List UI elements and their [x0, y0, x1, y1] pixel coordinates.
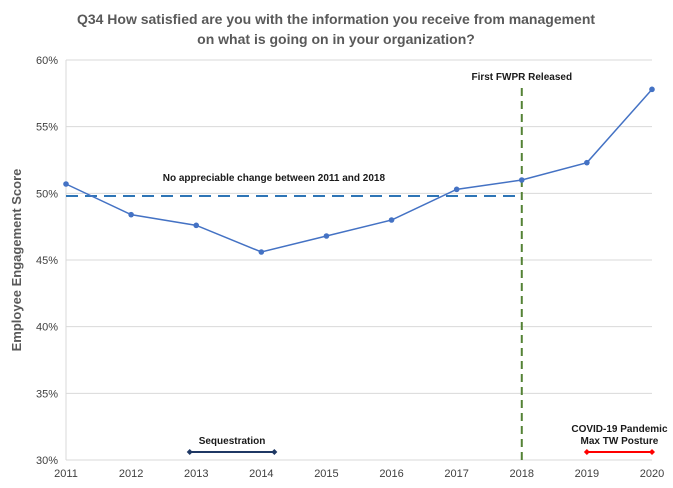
vertical-marker-group: First FWPR Released — [471, 72, 572, 460]
y-tick-label: 30% — [36, 455, 58, 467]
x-tick-label: 2013 — [184, 468, 208, 480]
y-tick-label: 45% — [36, 255, 58, 267]
x-tick-label: 2014 — [249, 468, 273, 480]
y-axis-ticks: 30% 35% 40% 45% 50% 55% 60% — [36, 55, 58, 467]
x-axis-ticks: 2011 2012 2013 2014 2015 2016 2017 2018 2019 2020 — [54, 468, 664, 480]
y-tick-label: 35% — [36, 388, 58, 400]
y-tick-label: 40% — [36, 322, 58, 334]
data-point — [518, 177, 525, 183]
reference-line-label: No appreciable change between 2011 and 2… — [163, 173, 386, 184]
period-bar-end — [649, 449, 655, 455]
period-bar-end — [271, 449, 278, 455]
period-bar-end — [186, 449, 193, 455]
x-tick-label: 2020 — [640, 468, 664, 480]
period-bar-end — [583, 449, 590, 455]
series-line — [65, 88, 653, 253]
x-tick-label: 2018 — [510, 468, 534, 480]
x-tick-label: 2017 — [444, 468, 468, 480]
chart-title-line-1: Q34 How satisfied are you with the infor… — [77, 11, 595, 27]
series-group — [63, 86, 655, 255]
y-axis-label: Employee Engagement Score — [9, 169, 24, 352]
chart-title-line-2: on what is going on in your organization… — [197, 31, 475, 47]
x-tick-label: 2019 — [575, 468, 599, 480]
data-point — [649, 86, 655, 93]
reference-line-group: No appreciable change between 2011 and 2… — [66, 173, 522, 197]
x-tick-label: 2011 — [54, 468, 78, 480]
y-tick-label: 60% — [36, 55, 58, 67]
y-tick-label: 55% — [36, 122, 58, 134]
x-tick-label: 2015 — [314, 468, 338, 480]
data-point — [388, 217, 395, 223]
x-tick-label: 2012 — [119, 468, 143, 480]
data-point — [193, 222, 200, 229]
data-point — [128, 211, 134, 218]
y-tick-label: 50% — [36, 188, 58, 200]
period-label: COVID-19 Pandemic — [571, 424, 668, 435]
vertical-marker-label: First FWPR Released — [471, 72, 572, 83]
data-point — [258, 249, 265, 255]
data-point — [63, 181, 69, 187]
period-label: Max TW Posture — [581, 436, 659, 447]
gridlines — [65, 59, 652, 461]
data-point — [323, 233, 330, 239]
data-point — [453, 186, 460, 193]
data-point — [584, 159, 590, 166]
period-label: Sequestration — [199, 436, 266, 447]
x-tick-label: 2016 — [379, 468, 403, 480]
